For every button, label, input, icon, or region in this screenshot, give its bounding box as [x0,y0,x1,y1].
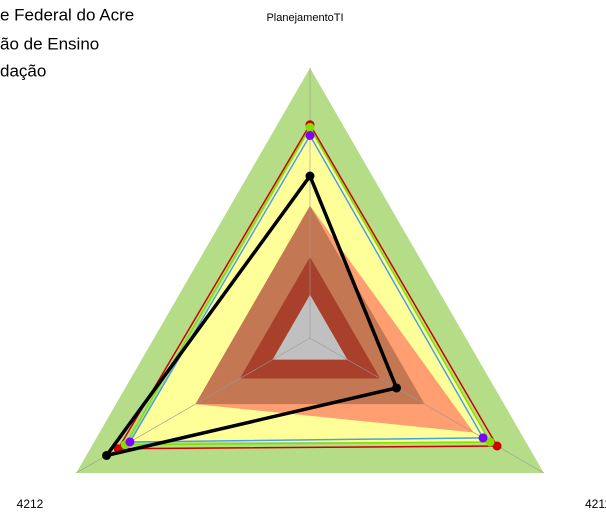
series-marker [305,131,315,140]
series-marker [485,437,495,447]
title-line: ão de Ensino [0,34,99,53]
series-line [123,125,492,446]
series-line [116,123,499,450]
series-marker [305,171,315,181]
series-marker [392,383,402,393]
series-line [102,172,399,459]
axis-label: 4211 [585,497,606,511]
series-marker [492,441,502,451]
axis-label: 4212 [17,497,44,511]
title-line: e Federal do Acre [0,5,134,24]
series-marker [125,437,135,447]
series-line [128,134,485,443]
series-marker [305,122,315,132]
axis-label: PlanejamentoTI [266,12,343,24]
series-marker [102,450,112,460]
series-marker [478,433,488,443]
title-line: dação [0,61,46,80]
axis-line [309,337,544,474]
